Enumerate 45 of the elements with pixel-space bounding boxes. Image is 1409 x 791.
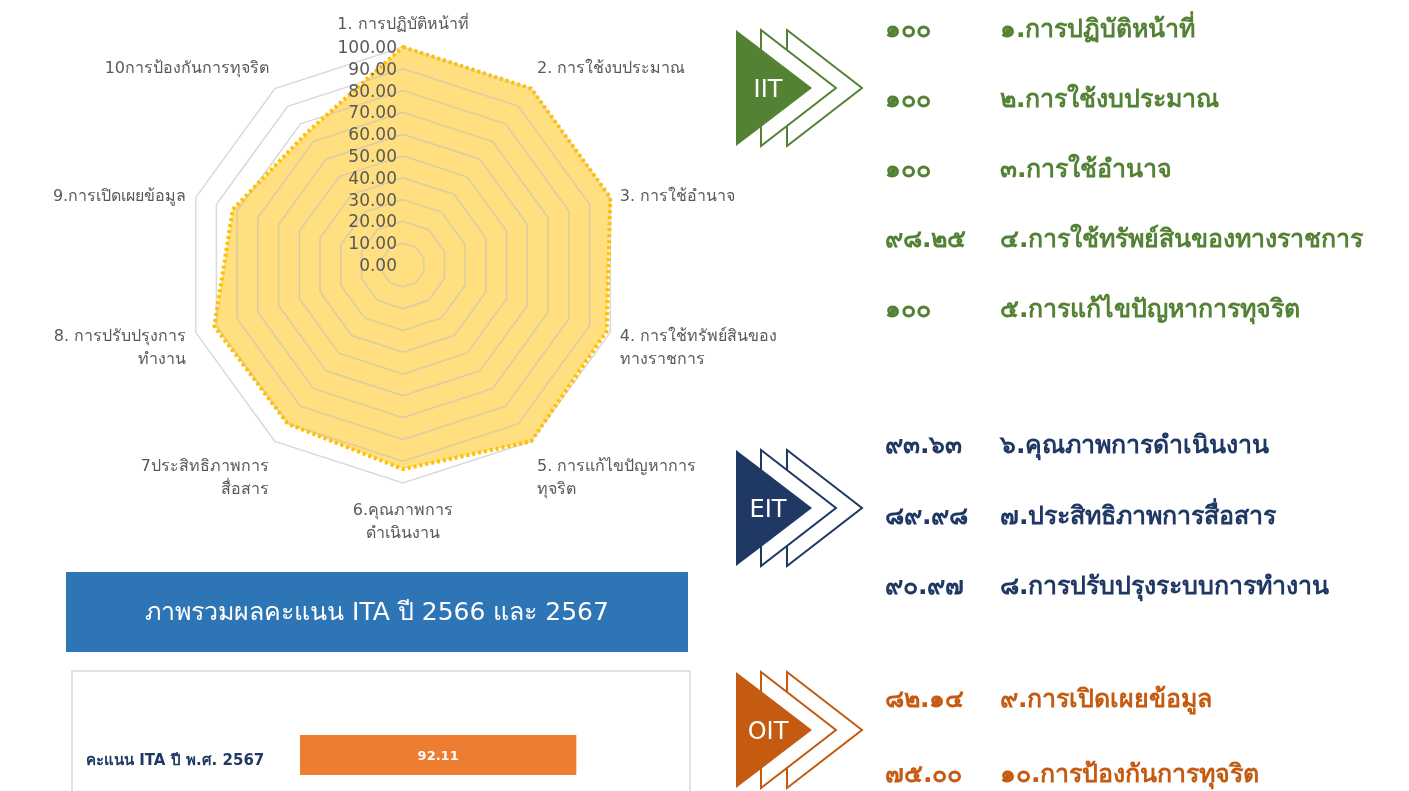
text: ๑๐๐ bbox=[885, 84, 931, 113]
category-label: ๘.การปรับปรุงระบบการทำงาน bbox=[1000, 571, 1330, 602]
y-tick-label: 0.00 bbox=[359, 255, 397, 275]
y-tick-label: 20.00 bbox=[348, 211, 397, 232]
category-label: ๑.การปฏิบัติหน้าที่ bbox=[1000, 11, 1196, 43]
text: ๑๐๐ bbox=[885, 154, 931, 183]
spoke-label: 3. การใช้อำนาจ bbox=[619, 185, 736, 205]
text: ๗๕.๐๐ bbox=[885, 759, 963, 788]
data-label: 92.11 bbox=[417, 748, 459, 763]
category-label: ๔.การใช้ทรัพย์สินของทางราชการ bbox=[1000, 223, 1365, 253]
text: ๘๙.๙๘ bbox=[885, 501, 969, 530]
spoke-label: 1. การปฏิบัติหน้าที่ bbox=[337, 12, 469, 33]
text: OIT bbox=[747, 717, 789, 745]
text: IIT bbox=[753, 75, 783, 103]
y-tick-label: คะแนน ITA ปี พ.ศ. 2567 bbox=[86, 751, 265, 769]
spoke-label: 6.คุณภาพการ ดำเนินงาน bbox=[352, 500, 454, 542]
y-tick-label: 10.00 bbox=[348, 233, 397, 254]
y-tick-label: 70.00 bbox=[348, 102, 397, 123]
spoke-label: 7ประสิทธิภาพการ สื่อสาร bbox=[140, 456, 269, 499]
y-tick-label: 30.00 bbox=[348, 189, 397, 210]
y-tick-label: 100.00 bbox=[337, 37, 397, 57]
category-label: ๗.ประสิทธิภาพการสื่อสาร bbox=[1000, 498, 1278, 530]
y-tick-label: 60.00 bbox=[348, 124, 397, 145]
text: ๘๒.๑๔ bbox=[885, 684, 965, 713]
text: ๙๓.๖๓ bbox=[885, 430, 963, 459]
text: EIT bbox=[749, 495, 787, 523]
text: ๙๐.๙๗ bbox=[885, 571, 965, 600]
category-label: ๒.การใช้งบประมาณ bbox=[1000, 83, 1220, 113]
y-tick-label: 50.00 bbox=[348, 146, 397, 166]
y-tick-label: 40.00 bbox=[348, 167, 397, 188]
spoke-label: 10การป้องกันการทุจริต bbox=[104, 57, 269, 78]
text: ๑๐๐ bbox=[885, 294, 931, 323]
spoke-label: 5. การแก้ไขปัญหาการ ทุจริต bbox=[537, 456, 697, 500]
spoke-label: 4. การใช้ทรัพย์สินของ ทางราชการ bbox=[619, 326, 778, 369]
category-label: ๕.การแก้ไขปัญหาการทุจริต bbox=[1000, 293, 1301, 325]
spoke-label: 8. การปรับปรุงการ ทำงาน bbox=[53, 326, 187, 369]
spoke-label: 9.การเปิดเผยข้อมูล bbox=[52, 185, 187, 206]
text: ๑๐๐ bbox=[885, 14, 931, 43]
category-label: ๓.การใช้อำนาจ bbox=[1000, 153, 1173, 183]
category-label: ๙.การเปิดเผยข้อมูล bbox=[1000, 684, 1213, 715]
category-label: ๑๐.การป้องกันการทุจริต bbox=[1000, 759, 1260, 790]
category-label: ๖.คุณภาพการดำเนินงาน bbox=[999, 430, 1270, 461]
text: ๙๘.๒๕ bbox=[885, 224, 967, 253]
chart-title: ภาพรวมผลคะแนน ITA ปี 2566 และ 2567 bbox=[145, 597, 609, 626]
spoke-label: 2. การใช้งบประมาณ bbox=[537, 57, 686, 77]
